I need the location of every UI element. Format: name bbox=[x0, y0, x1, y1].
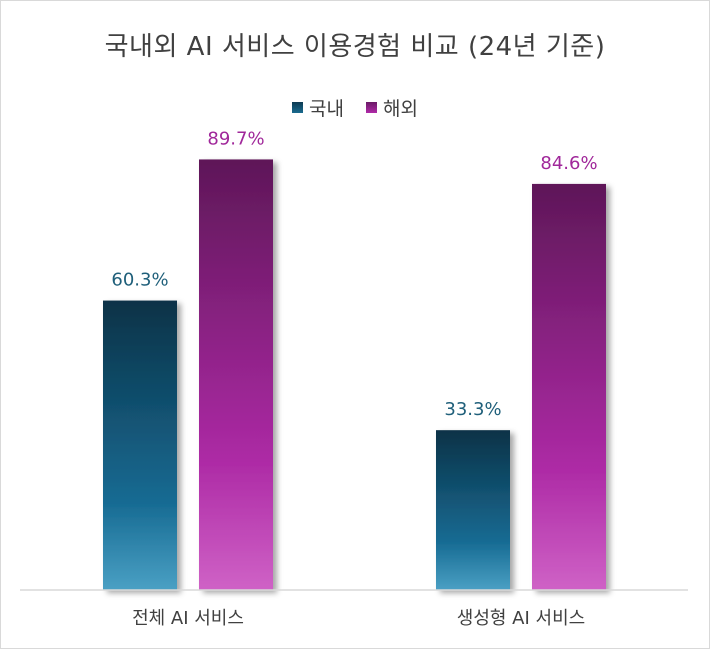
bar-domestic-all-ai bbox=[103, 300, 177, 590]
bar-overseas-all-ai bbox=[199, 159, 273, 590]
chart-title: 국내외 AI 서비스 이용경험 비교 (24년 기준) bbox=[104, 32, 606, 62]
category-label-all-ai: 전체 AI 서비스 bbox=[132, 608, 244, 629]
data-label-overseas-all-ai: 89.7% bbox=[207, 128, 264, 149]
legend-swatch-domestic bbox=[292, 102, 304, 113]
legend-swatch-overseas bbox=[366, 102, 377, 113]
data-label-overseas-generative-ai: 84.6% bbox=[540, 153, 597, 174]
category-label-generative-ai: 생성형 AI 서비스 bbox=[457, 608, 585, 629]
legend-item-domestic: 국내 bbox=[292, 94, 344, 121]
legend-item-overseas: 해외 bbox=[366, 94, 418, 121]
legend-label-overseas: 해외 bbox=[383, 98, 418, 120]
bar-overseas-generative-ai bbox=[532, 183, 606, 591]
legend: 국내 해외 bbox=[0, 94, 710, 121]
legend-label-domestic: 국내 bbox=[309, 98, 344, 120]
data-label-domestic-all-ai: 60.3% bbox=[111, 270, 168, 291]
bar-domestic-generative-ai bbox=[436, 430, 510, 590]
data-label-domestic-generative-ai: 33.3% bbox=[444, 399, 501, 420]
